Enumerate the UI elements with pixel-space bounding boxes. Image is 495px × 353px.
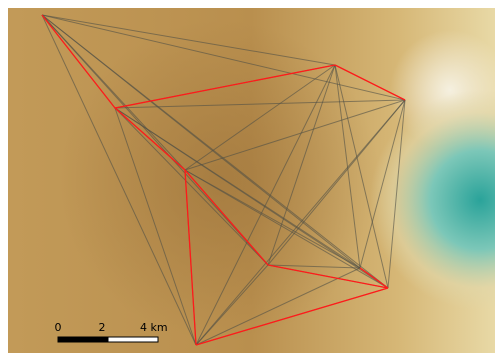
map: 0 2 4 km (0, 0, 495, 353)
scale-label: 0 (55, 321, 62, 334)
page: 0 2 4 km (() => { const data = JSON.pars… (0, 0, 495, 353)
scale-segment (58, 337, 108, 342)
scale-segment (108, 337, 158, 342)
scale-label: 4 km (140, 321, 168, 334)
scale-label: 2 (99, 321, 106, 334)
